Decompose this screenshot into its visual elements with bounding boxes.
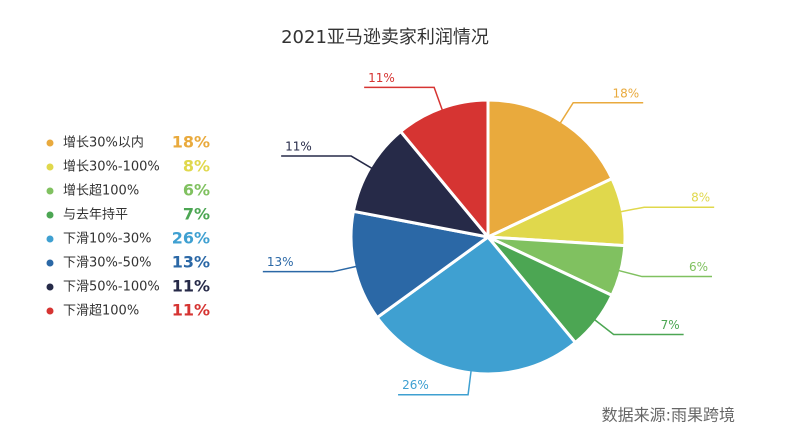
legend-value: 6% [183, 181, 210, 200]
chart-title: 2021亚马逊卖家利润情况 [281, 27, 489, 48]
legend-marker [46, 187, 54, 195]
legend-value: 7% [183, 205, 210, 224]
legend-marker [46, 307, 54, 315]
leader-line [262, 265, 359, 273]
legend-value: 8% [183, 157, 210, 176]
legend-value: 26% [172, 229, 210, 248]
leader-line [281, 155, 374, 170]
legend-marker [46, 235, 54, 243]
leader-line [616, 269, 713, 278]
legend-value: 18% [172, 133, 210, 152]
legend-marker [46, 139, 54, 147]
legend-label: 与去年持平 [63, 208, 128, 223]
data-label: 8% [691, 191, 710, 205]
legend-label: 下滑30%-50% [63, 256, 151, 271]
data-label: 6% [689, 260, 708, 274]
data-label: 13% [267, 255, 294, 269]
legend-label: 增长30%-100% [63, 160, 160, 175]
legend-marker [46, 211, 54, 219]
leader-line [398, 368, 473, 396]
legend-label: 下滑10%-30% [63, 232, 151, 247]
source-note: 数据来源:雨果跨境 [602, 406, 735, 425]
legend-value: 11% [172, 277, 210, 296]
leader-line [618, 206, 715, 213]
data-label: 18% [613, 86, 640, 100]
leader-line [558, 102, 644, 126]
data-label: 11% [285, 140, 312, 154]
legend-label: 下滑超100% [63, 304, 139, 319]
legend-label: 增长超100% [63, 184, 139, 199]
leader-line [364, 86, 444, 113]
data-label: 26% [402, 378, 429, 392]
legend-marker [46, 283, 54, 291]
legend-marker [46, 163, 54, 171]
legend-value: 13% [172, 253, 210, 272]
leader-line [592, 317, 684, 336]
data-label: 11% [368, 71, 395, 85]
legend-label: 增长30%以内 [63, 135, 144, 151]
data-label: 7% [661, 318, 680, 332]
legend-marker [46, 259, 54, 267]
legend-label: 下滑50%-100% [63, 280, 160, 295]
legend-value: 11% [172, 301, 210, 320]
